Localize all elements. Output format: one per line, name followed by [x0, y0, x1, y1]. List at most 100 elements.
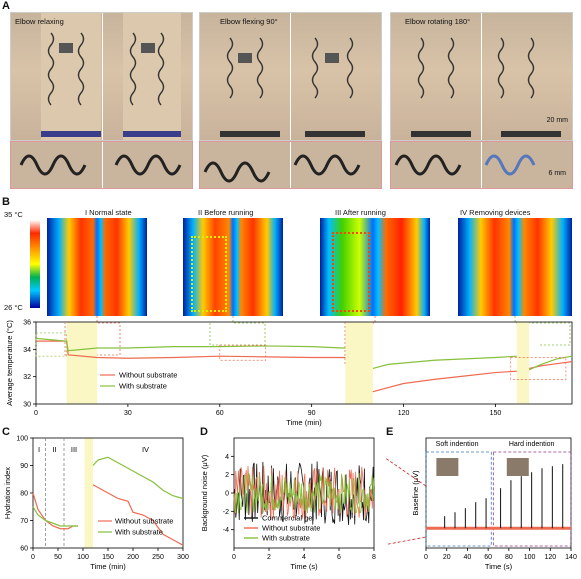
x-tick-label: 30: [124, 410, 132, 417]
thermal-map-2: [183, 218, 283, 316]
x-tick-label: 150: [490, 410, 502, 417]
x-axis-label: Time (min): [286, 418, 322, 427]
y-axis-label: Background noise (μV): [200, 454, 209, 531]
x-tick-label: 0: [34, 410, 38, 417]
colorbar-min: 26 °C: [4, 303, 23, 312]
y-tick-label: 32: [23, 374, 31, 381]
series-line-1: [92, 484, 184, 546]
highlight-band: [84, 438, 93, 548]
y-tick-label: 30: [23, 402, 31, 409]
phase-label-3: IV: [142, 445, 149, 454]
series-line-2: [32, 506, 78, 527]
y-tick-label: 80: [20, 491, 28, 498]
scale-bar-main: 20 mm: [546, 117, 568, 124]
photo-elbow-flexing: Elbow flexing 90°: [199, 12, 382, 141]
series-line-0: [32, 492, 78, 530]
state-title-3: III After running: [335, 208, 386, 217]
noise-trace-1: [233, 466, 375, 520]
x-tick-label: 150: [102, 554, 114, 561]
scale-bar-zoom: 6 mm: [548, 170, 567, 177]
y-tick-label: 36: [23, 320, 31, 327]
x-tick-label: 200: [127, 554, 139, 561]
thermal-map-3: [320, 218, 430, 316]
x-tick-label: 80: [505, 554, 513, 561]
y-tick-label: 60: [20, 546, 28, 553]
x-tick-label: 60: [484, 554, 492, 561]
annotation-hard: Hard indention: [509, 441, 555, 448]
legend-label-with: With substrate: [119, 382, 167, 391]
y-axis-label: Baseline (μV): [411, 470, 420, 516]
x-tick-label: 300: [177, 554, 189, 561]
zoom-box-2: [510, 357, 567, 380]
chart-e: 0 20 40 60 80 100 120 140 Time (s) Baseline (μV) S…: [386, 437, 577, 571]
legend-label-2: With substrate: [262, 534, 310, 543]
phase-label-1: II: [52, 445, 56, 454]
y-tick-label: 2: [225, 472, 229, 479]
y-tick-label: 70: [20, 518, 28, 525]
hard-region-box: [492, 451, 572, 547]
x-tick-label: 50: [54, 554, 62, 561]
panel-label-a: A: [2, 0, 10, 12]
caption-elbow-flexing: Elbow flexing 90°: [220, 17, 278, 26]
highlight-band: [345, 322, 373, 404]
x-axis-label: Time (min): [90, 562, 126, 571]
x-tick-label: 250: [152, 554, 164, 561]
photo-elbow-rotating: Elbow rotating 180° 20 mm: [390, 12, 573, 141]
x-tick-label: 8: [372, 554, 376, 561]
series-line-1: [372, 370, 517, 393]
series-line-3: [92, 456, 184, 500]
x-tick-label: 6: [337, 554, 341, 561]
y-tick-label: 100: [16, 436, 28, 443]
zoom-photo-2: [199, 141, 382, 189]
state-title-2: II Before running: [198, 208, 254, 217]
y-tick-label: 90: [20, 463, 28, 470]
x-tick-label: 90: [308, 410, 316, 417]
legend-label-0: Commercial gel: [262, 514, 314, 523]
soft-region-box: [425, 451, 492, 547]
x-tick-label: 120: [544, 554, 556, 561]
y-tick-label: -4: [223, 527, 229, 534]
legend-label-1: Without substrate: [262, 524, 320, 533]
legend-label-with: With substrate: [115, 528, 163, 537]
x-tick-label: 2: [267, 554, 271, 561]
thermal-map-4: [458, 218, 572, 316]
caption-elbow-relaxing: Elbow relaxing: [15, 17, 64, 26]
legend-label-without: Without substrate: [119, 371, 177, 380]
highlight-band: [516, 322, 530, 404]
series-line-3: [35, 337, 346, 352]
connector-top: [386, 458, 427, 487]
x-axis-label: Time (s): [290, 562, 318, 571]
thermal-map-1: [47, 218, 147, 316]
state-title-1: I Normal state: [85, 208, 132, 217]
panel-label-e: E: [386, 426, 394, 438]
y-tick-label: 0: [225, 491, 229, 498]
series-line-4: [372, 355, 517, 370]
state-title-4: IV Removing devices: [460, 208, 531, 217]
panel-label-b: B: [2, 196, 10, 208]
zoom-box-0: [35, 332, 67, 357]
y-tick-label: -2: [223, 509, 229, 516]
plot-frame: [35, 321, 573, 405]
noise-trace-2: [233, 472, 375, 514]
x-tick-label: 0: [31, 554, 35, 561]
panel-label-d: D: [200, 426, 208, 438]
zoom-photo-3: 6 mm: [390, 141, 573, 189]
x-tick-label: 100: [77, 554, 89, 561]
x-axis-label: Time (s): [485, 562, 513, 571]
x-tick-label: 0: [424, 554, 428, 561]
zoom-box-1: [219, 344, 267, 361]
x-tick-label: 40: [464, 554, 472, 561]
x-tick-label: 0: [232, 554, 236, 561]
plot-frame: [425, 437, 572, 549]
x-tick-label: 60: [216, 410, 224, 417]
x-tick-label: 100: [524, 554, 536, 561]
inset-photo-soft: [436, 458, 459, 476]
highlight-band: [66, 322, 98, 404]
colorbar-max: 35 °C: [4, 210, 23, 219]
y-axis-label: Average temperature (°C): [5, 320, 14, 406]
y-tick-label: 34: [23, 347, 31, 354]
inset-photo-hard: [506, 458, 529, 476]
y-axis-label: Hydration index: [3, 467, 12, 519]
